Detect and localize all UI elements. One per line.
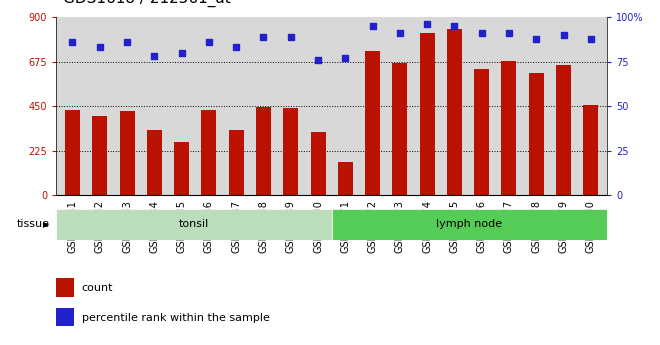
Bar bbox=[119, 111, 135, 195]
Bar bbox=[474, 69, 489, 195]
Point bbox=[368, 23, 378, 29]
Text: tonsil: tonsil bbox=[179, 219, 209, 229]
Bar bbox=[420, 33, 435, 195]
Point bbox=[313, 57, 323, 63]
Bar bbox=[256, 107, 271, 195]
Text: count: count bbox=[81, 283, 113, 293]
Text: percentile rank within the sample: percentile rank within the sample bbox=[81, 313, 269, 323]
Bar bbox=[338, 162, 353, 195]
Point bbox=[477, 30, 487, 36]
Point bbox=[449, 23, 460, 29]
Point bbox=[422, 22, 432, 27]
Bar bbox=[228, 130, 244, 195]
Text: lymph node: lymph node bbox=[436, 219, 502, 229]
Point bbox=[67, 39, 78, 45]
Bar bbox=[92, 116, 108, 195]
Point bbox=[531, 36, 542, 41]
Bar bbox=[147, 130, 162, 195]
Text: tissue: tissue bbox=[17, 219, 50, 229]
Point bbox=[258, 34, 269, 40]
Bar bbox=[447, 29, 462, 195]
Point bbox=[94, 45, 105, 50]
Point bbox=[585, 36, 596, 41]
Bar bbox=[56, 278, 74, 297]
Bar bbox=[365, 51, 380, 195]
Point bbox=[121, 39, 132, 45]
Bar bbox=[56, 308, 74, 326]
Point bbox=[285, 34, 296, 40]
Bar bbox=[56, 209, 331, 240]
Bar bbox=[392, 63, 407, 195]
Point bbox=[340, 55, 350, 61]
Bar bbox=[201, 110, 216, 195]
Point bbox=[558, 32, 569, 38]
Point bbox=[149, 53, 160, 59]
Bar bbox=[174, 141, 189, 195]
Point bbox=[203, 39, 214, 45]
Point bbox=[395, 30, 405, 36]
Bar bbox=[556, 65, 571, 195]
Text: GDS1618 / 212561_at: GDS1618 / 212561_at bbox=[63, 0, 230, 7]
Point bbox=[231, 45, 242, 50]
Bar bbox=[310, 132, 325, 195]
Text: ▶: ▶ bbox=[43, 220, 49, 229]
Point bbox=[176, 50, 187, 56]
Point bbox=[504, 30, 514, 36]
Bar bbox=[502, 61, 517, 195]
Bar bbox=[583, 105, 599, 195]
Bar bbox=[529, 72, 544, 195]
Bar bbox=[283, 108, 298, 195]
Bar bbox=[331, 209, 607, 240]
Bar bbox=[65, 110, 80, 195]
